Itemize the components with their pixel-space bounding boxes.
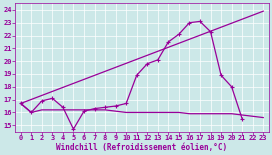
X-axis label: Windchill (Refroidissement éolien,°C): Windchill (Refroidissement éolien,°C) — [56, 143, 228, 152]
